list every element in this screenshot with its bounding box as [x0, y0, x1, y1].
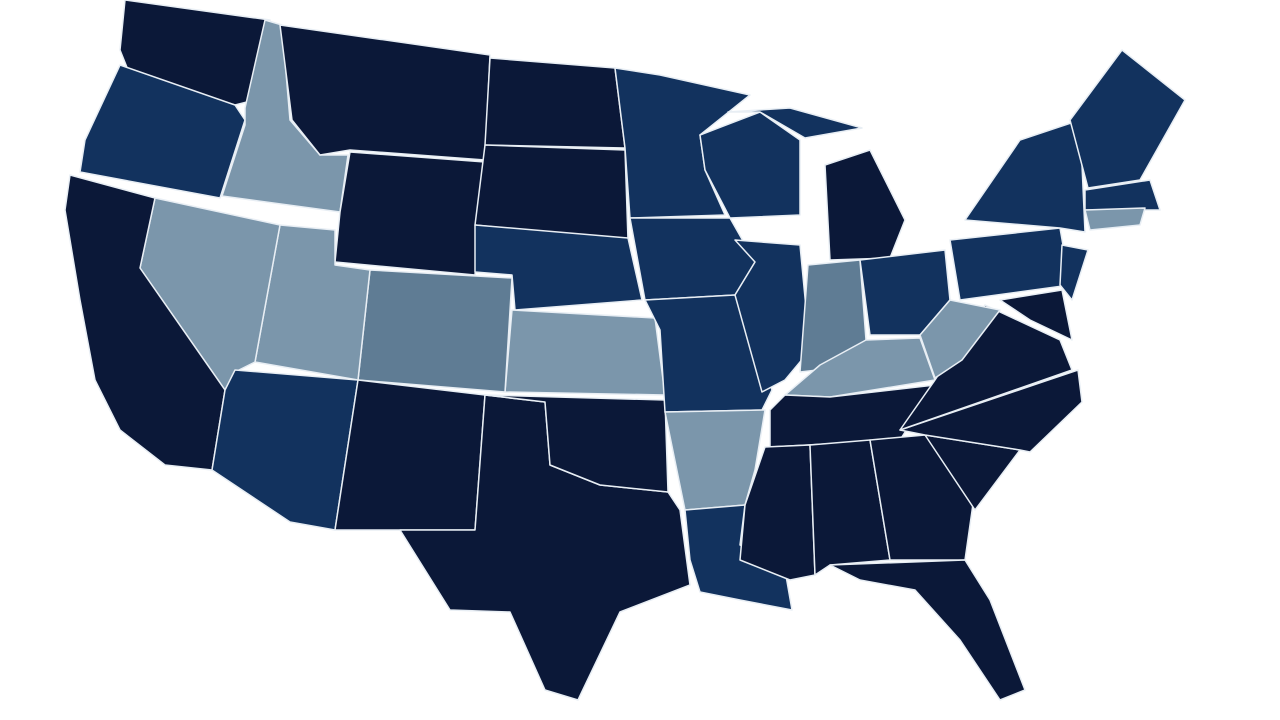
colorado [357, 269, 513, 393]
north-dakota [484, 57, 626, 149]
michigan [824, 149, 906, 261]
iowa [629, 217, 756, 301]
connecticut-rhode-island [1084, 207, 1146, 231]
illinois [734, 239, 811, 393]
michigan-upper [727, 107, 863, 139]
oregon [79, 64, 246, 199]
wyoming [334, 151, 486, 276]
arkansas [664, 409, 766, 511]
kansas [504, 309, 666, 396]
maryland-delaware [999, 289, 1073, 341]
new-england-north [1069, 49, 1186, 189]
california [64, 174, 226, 471]
florida [829, 559, 1026, 701]
massachusetts [1084, 179, 1161, 211]
new-york [964, 119, 1086, 233]
west-virginia [919, 299, 1001, 379]
north-carolina [899, 369, 1083, 453]
alabama [809, 439, 891, 576]
south-dakota [474, 144, 629, 241]
montana [279, 24, 491, 161]
new-jersey [1059, 244, 1089, 301]
new-mexico [334, 379, 486, 531]
